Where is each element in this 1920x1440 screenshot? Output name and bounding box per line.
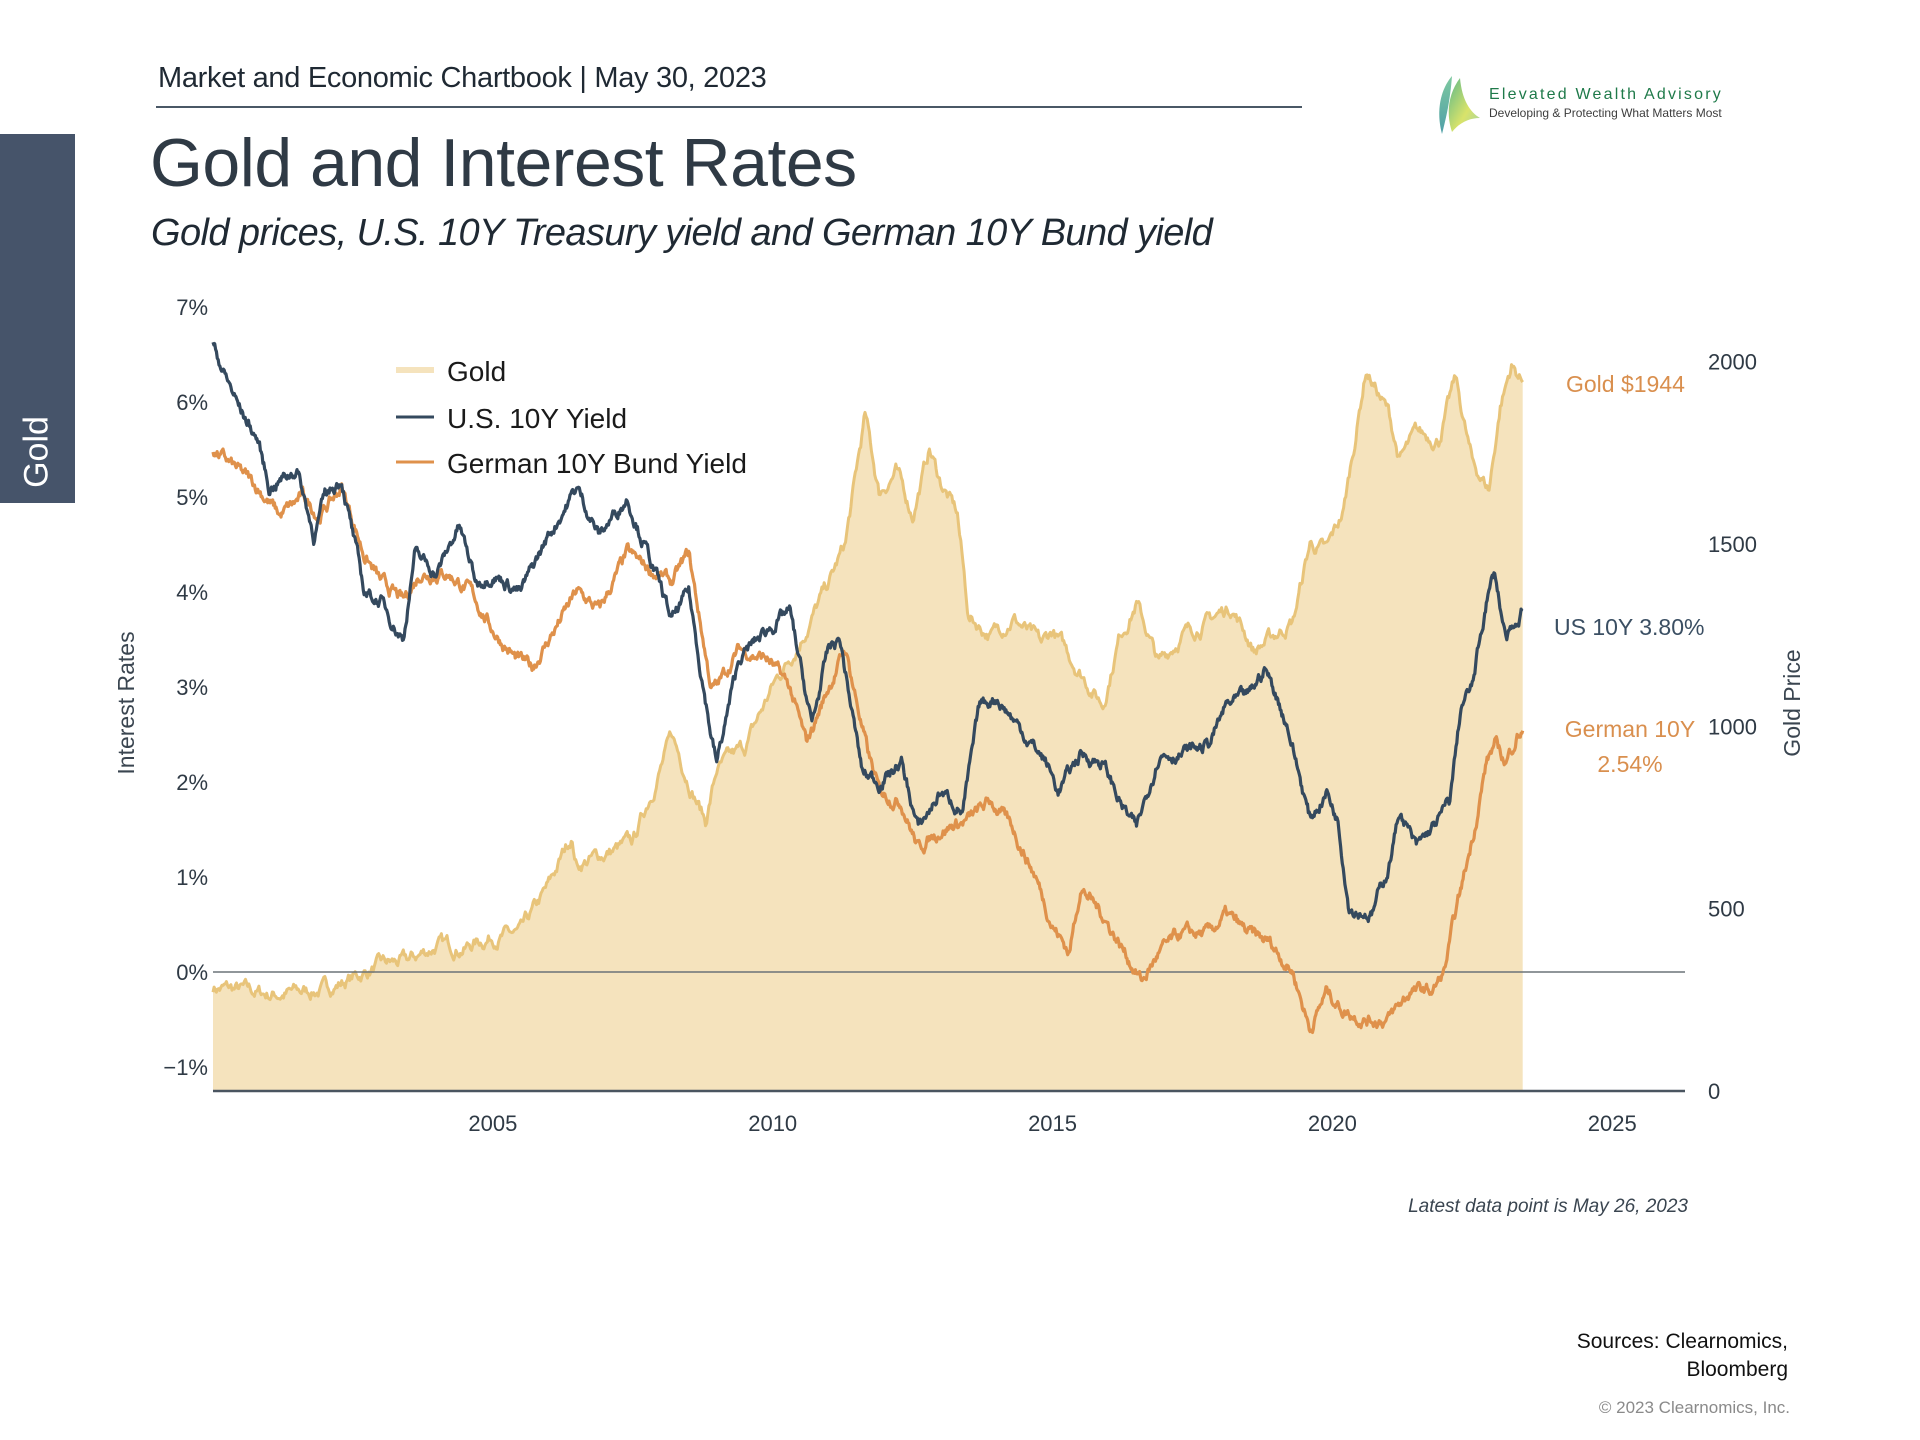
y2-tick-label: 2000 xyxy=(1708,350,1757,375)
legend-label-gold: Gold xyxy=(447,356,506,387)
gold-area xyxy=(213,364,1523,1092)
logo-name: Elevated Wealth Advisory xyxy=(1489,86,1723,103)
x-tick-label: 2020 xyxy=(1308,1111,1357,1136)
section-tab-gold[interactable]: Gold xyxy=(0,134,75,503)
axes-layer: 2005 2010 2015 2020 2025 7% 6% 5% 4% 3% 2% 1% 0% −1% 0… xyxy=(163,295,1757,1136)
y-tick-label: 4% xyxy=(176,580,208,605)
annotation-german-value: 2.54% xyxy=(1597,751,1662,777)
y-tick-label: 0% xyxy=(176,960,208,985)
header-divider xyxy=(156,106,1302,108)
sources-line-1: Sources: Clearnomics, xyxy=(1576,1330,1788,1353)
y-axis-label-right: Gold Price xyxy=(1779,649,1805,756)
copyright: © 2023 Clearnomics, Inc. xyxy=(1598,1398,1790,1417)
y-tick-label: −1% xyxy=(163,1055,208,1080)
x-tick-label: 2025 xyxy=(1588,1111,1637,1136)
y-tick-label: 6% xyxy=(176,390,208,415)
latest-data-note: Latest data point is May 26, 2023 xyxy=(1408,1196,1688,1217)
legend: Gold U.S. 10Y Yield German 10Y Bund Yiel… xyxy=(396,356,747,479)
us-yield-line xyxy=(211,341,1524,924)
gold-line xyxy=(211,363,1524,1002)
y2-tick-label: 500 xyxy=(1708,897,1745,922)
y-tick-label: 2% xyxy=(176,770,208,795)
y2-tick-label: 1500 xyxy=(1708,532,1757,557)
logo-leaf-icon xyxy=(1439,76,1480,134)
x-tick-label: 2005 xyxy=(468,1111,517,1136)
x-tick-label: 2010 xyxy=(748,1111,797,1136)
sources-line-2: Bloomberg xyxy=(1686,1358,1788,1381)
y-axis-label-left: Interest Rates xyxy=(113,631,139,774)
sources: Sources: Clearnomics, Bloomberg xyxy=(1577,1328,1788,1384)
y2-tick-label: 1000 xyxy=(1708,714,1757,739)
y2-tick-label: 0 xyxy=(1708,1079,1720,1104)
page-subtitle: Gold prices, U.S. 10Y Treasury yield and… xyxy=(151,212,1213,254)
annotation-us: US 10Y 3.80% xyxy=(1554,614,1704,640)
german-yield-line xyxy=(211,447,1525,1034)
y-tick-label: 1% xyxy=(176,865,208,890)
company-logo: Elevated Wealth Advisory Developing & Pr… xyxy=(1434,72,1774,142)
logo-tagline: Developing & Protecting What Matters Mos… xyxy=(1489,106,1722,120)
page-title: Gold and Interest Rates xyxy=(150,125,857,201)
annotation-gold: Gold $1944 xyxy=(1566,371,1685,397)
annotation-german-name: German 10Y xyxy=(1565,716,1695,742)
yield-lines-layer xyxy=(211,341,1525,1034)
legend-label-us: U.S. 10Y Yield xyxy=(447,403,627,434)
gold-rates-chart: 2005 2010 2015 2020 2025 7% 6% 5% 4% 3% 2% 1% 0% −1% 0… xyxy=(113,295,1805,1136)
y-tick-label: 5% xyxy=(176,485,208,510)
gold-area-layer xyxy=(211,363,1524,1092)
legend-label-german: German 10Y Bund Yield xyxy=(447,448,747,479)
y-tick-label: 7% xyxy=(176,295,208,320)
x-tick-label: 2015 xyxy=(1028,1111,1077,1136)
chartbook-header: Market and Economic Chartbook | May 30, … xyxy=(158,62,767,94)
y-tick-label: 3% xyxy=(176,675,208,700)
